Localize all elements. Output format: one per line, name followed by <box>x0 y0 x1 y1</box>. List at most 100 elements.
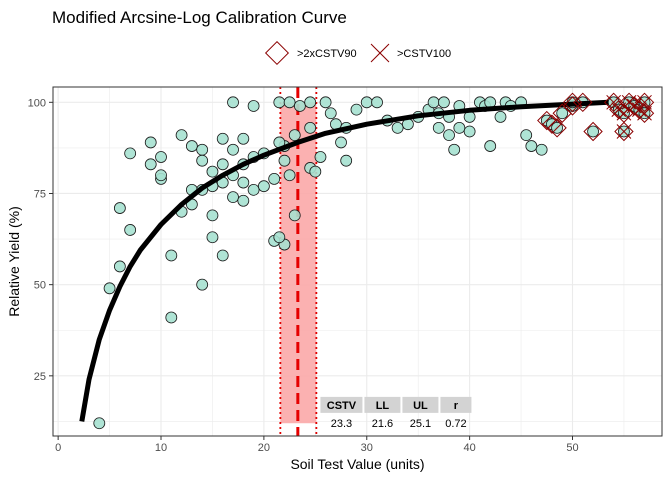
legend-key-x-icon <box>370 43 390 63</box>
flag-diamond-marker <box>547 118 567 138</box>
data-point <box>247 100 260 112</box>
data-point <box>185 140 198 152</box>
table-value: 25.1 <box>410 418 431 430</box>
data-point <box>206 231 219 244</box>
data-point <box>319 96 332 109</box>
data-point <box>144 136 157 149</box>
data-point <box>304 121 317 134</box>
legend-key-diamond-icon <box>264 40 290 66</box>
data-point <box>304 96 317 109</box>
cstv-band <box>279 87 318 436</box>
y-tick-label: 100 <box>28 97 46 109</box>
y-tick-label: 75 <box>34 188 46 200</box>
data-point <box>360 96 373 109</box>
data-point <box>463 125 476 138</box>
x-axis-title: Soil Test Value (units) <box>290 456 424 472</box>
flag-diamond-marker <box>542 114 562 134</box>
x-tick-label: 10 <box>155 442 167 454</box>
table-header-cell <box>440 396 472 413</box>
plot-panel <box>53 87 662 436</box>
data-point <box>324 107 337 120</box>
data-point <box>448 143 461 156</box>
data-point <box>216 132 229 145</box>
data-point <box>268 172 281 185</box>
flag-diamond-marker <box>562 92 583 113</box>
y-tick-label: 50 <box>34 280 46 292</box>
table-header-cell <box>320 396 363 413</box>
data-point <box>227 191 239 204</box>
data-point <box>144 158 157 171</box>
data-point <box>427 96 440 109</box>
table-header-label: r <box>454 400 459 412</box>
data-point <box>216 158 229 171</box>
legend-label-cstv100: >CSTV100 <box>397 48 451 60</box>
x-tick-label: 40 <box>464 442 476 454</box>
table-value: 21.6 <box>372 418 393 430</box>
data-point <box>175 129 188 142</box>
flagged-points <box>537 92 655 142</box>
data-point <box>237 132 250 145</box>
flag-x-marker <box>616 105 632 121</box>
data-point <box>309 165 322 178</box>
table-header-cell <box>364 396 401 413</box>
table-value: 0.72 <box>445 418 466 430</box>
flag-x-marker <box>637 105 652 121</box>
data-point <box>196 143 209 156</box>
data-point <box>484 140 497 152</box>
data-point <box>113 202 126 214</box>
x-tick-label: 20 <box>258 442 270 454</box>
data-point <box>438 96 450 109</box>
data-point <box>535 143 548 156</box>
data-point <box>494 111 507 123</box>
fitted-curve <box>79 99 609 422</box>
data-point <box>525 140 538 152</box>
x-tick-label: 0 <box>55 442 61 454</box>
data-point <box>165 249 178 262</box>
data-point <box>196 278 209 291</box>
data-point <box>227 143 239 156</box>
data-point <box>443 129 455 142</box>
data-point <box>257 180 270 193</box>
data-point <box>587 125 599 138</box>
data-point <box>124 224 137 236</box>
data-point <box>350 103 363 116</box>
data-point <box>453 121 466 134</box>
legend-item-2x-cstv90: >2xCSTV90 <box>264 40 357 66</box>
data-point <box>93 417 106 430</box>
data-point <box>371 96 383 109</box>
data-point <box>391 121 404 134</box>
data-point <box>103 282 116 295</box>
axes: 0 10 20 30 40 50 25 50 75 100 <box>28 97 579 454</box>
data-point <box>155 151 167 163</box>
flag-diamond-marker <box>614 121 634 142</box>
legend-label-2x-cstv90: >2xCSTV90 <box>297 48 357 60</box>
data-point <box>165 311 178 324</box>
flag-diamond-marker <box>573 92 593 113</box>
flag-x-marker <box>616 124 632 139</box>
data-point <box>288 209 301 222</box>
data-point <box>124 147 137 160</box>
data-point <box>314 151 327 163</box>
data-point <box>196 154 209 167</box>
data-point <box>520 129 533 142</box>
flag-diamond-marker <box>537 110 557 131</box>
data-point <box>227 96 239 109</box>
data-point <box>273 231 286 244</box>
data-point <box>556 107 569 120</box>
y-axis-title: Relative Yield (%) <box>6 206 22 317</box>
legend: >2xCSTV90 >CSTV100 <box>264 40 451 66</box>
flag-x-marker <box>637 94 652 110</box>
x-tick-label: 50 <box>566 442 578 454</box>
table-value: 23.3 <box>331 418 352 430</box>
legend-item-cstv100: >CSTV100 <box>370 43 451 63</box>
data-point <box>283 96 296 109</box>
data-point <box>216 249 229 262</box>
table-header-cell <box>402 396 439 413</box>
panel-border <box>52 86 663 437</box>
data-point <box>283 169 296 182</box>
table-header-label: LL <box>376 400 390 412</box>
data-point <box>335 136 347 149</box>
data-point <box>206 165 219 178</box>
fitted-curve-line <box>79 99 609 422</box>
